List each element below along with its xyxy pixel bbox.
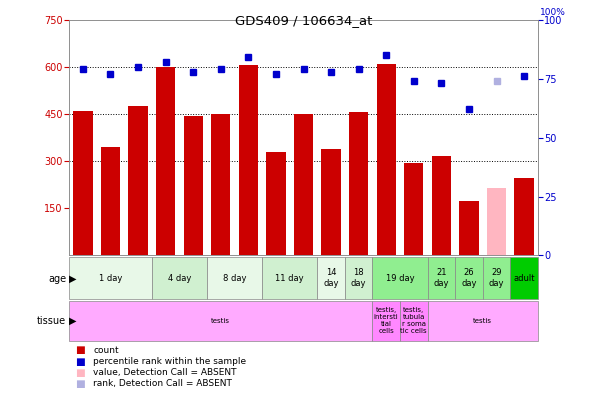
Bar	[101, 147, 120, 255]
Bar	[322, 148, 341, 255]
Text: ■: ■	[75, 356, 85, 367]
Text: ■: ■	[75, 379, 85, 389]
Bar	[400, 301, 427, 341]
Text: adult: adult	[513, 274, 535, 283]
Bar	[156, 67, 175, 255]
Text: testis,
tubula
r soma
tic cells: testis, tubula r soma tic cells	[400, 307, 427, 334]
Bar	[69, 301, 373, 341]
Bar	[459, 201, 478, 255]
Bar	[345, 257, 373, 299]
Bar	[183, 116, 203, 255]
Bar	[427, 301, 538, 341]
Bar	[510, 257, 538, 299]
Bar	[294, 114, 313, 255]
Bar	[373, 257, 427, 299]
Text: 1 day: 1 day	[99, 274, 122, 283]
Text: GDS409 / 106634_at: GDS409 / 106634_at	[235, 14, 372, 27]
Bar	[69, 257, 152, 299]
Text: 14
day: 14 day	[323, 268, 339, 288]
Text: ▶: ▶	[69, 316, 76, 326]
Bar	[73, 111, 93, 255]
Bar	[211, 114, 230, 255]
Text: count: count	[93, 346, 119, 355]
Text: testis,
intersti
tial
cells: testis, intersti tial cells	[374, 307, 398, 334]
Bar	[404, 164, 424, 255]
Bar	[373, 301, 400, 341]
Text: age: age	[48, 274, 66, 284]
Text: 18
day: 18 day	[351, 268, 367, 288]
Text: ■: ■	[75, 367, 85, 378]
Text: tissue: tissue	[37, 316, 66, 326]
Text: ■: ■	[75, 345, 85, 356]
Text: value, Detection Call = ABSENT: value, Detection Call = ABSENT	[93, 368, 237, 377]
Bar	[207, 257, 262, 299]
Text: 11 day: 11 day	[275, 274, 304, 283]
Text: 8 day: 8 day	[223, 274, 246, 283]
Text: 19 day: 19 day	[386, 274, 414, 283]
Text: 26
day: 26 day	[461, 268, 477, 288]
Text: rank, Detection Call = ABSENT: rank, Detection Call = ABSENT	[93, 379, 232, 388]
Bar	[432, 156, 451, 255]
Bar	[377, 64, 396, 255]
Bar	[487, 188, 506, 255]
Bar	[514, 179, 534, 255]
Bar	[152, 257, 207, 299]
Text: 21
day: 21 day	[434, 268, 449, 288]
Text: testis: testis	[212, 318, 230, 324]
Bar	[129, 106, 148, 255]
Bar	[317, 257, 345, 299]
Text: 4 day: 4 day	[168, 274, 191, 283]
Text: ▶: ▶	[69, 274, 76, 284]
Bar	[266, 152, 285, 255]
Bar	[239, 65, 258, 255]
Bar	[483, 257, 510, 299]
Text: percentile rank within the sample: percentile rank within the sample	[93, 357, 246, 366]
Text: testis: testis	[473, 318, 492, 324]
Text: 100%: 100%	[540, 8, 566, 17]
Bar	[427, 257, 455, 299]
Bar	[262, 257, 317, 299]
Bar	[349, 112, 368, 255]
Bar	[455, 257, 483, 299]
Text: 29
day: 29 day	[489, 268, 504, 288]
